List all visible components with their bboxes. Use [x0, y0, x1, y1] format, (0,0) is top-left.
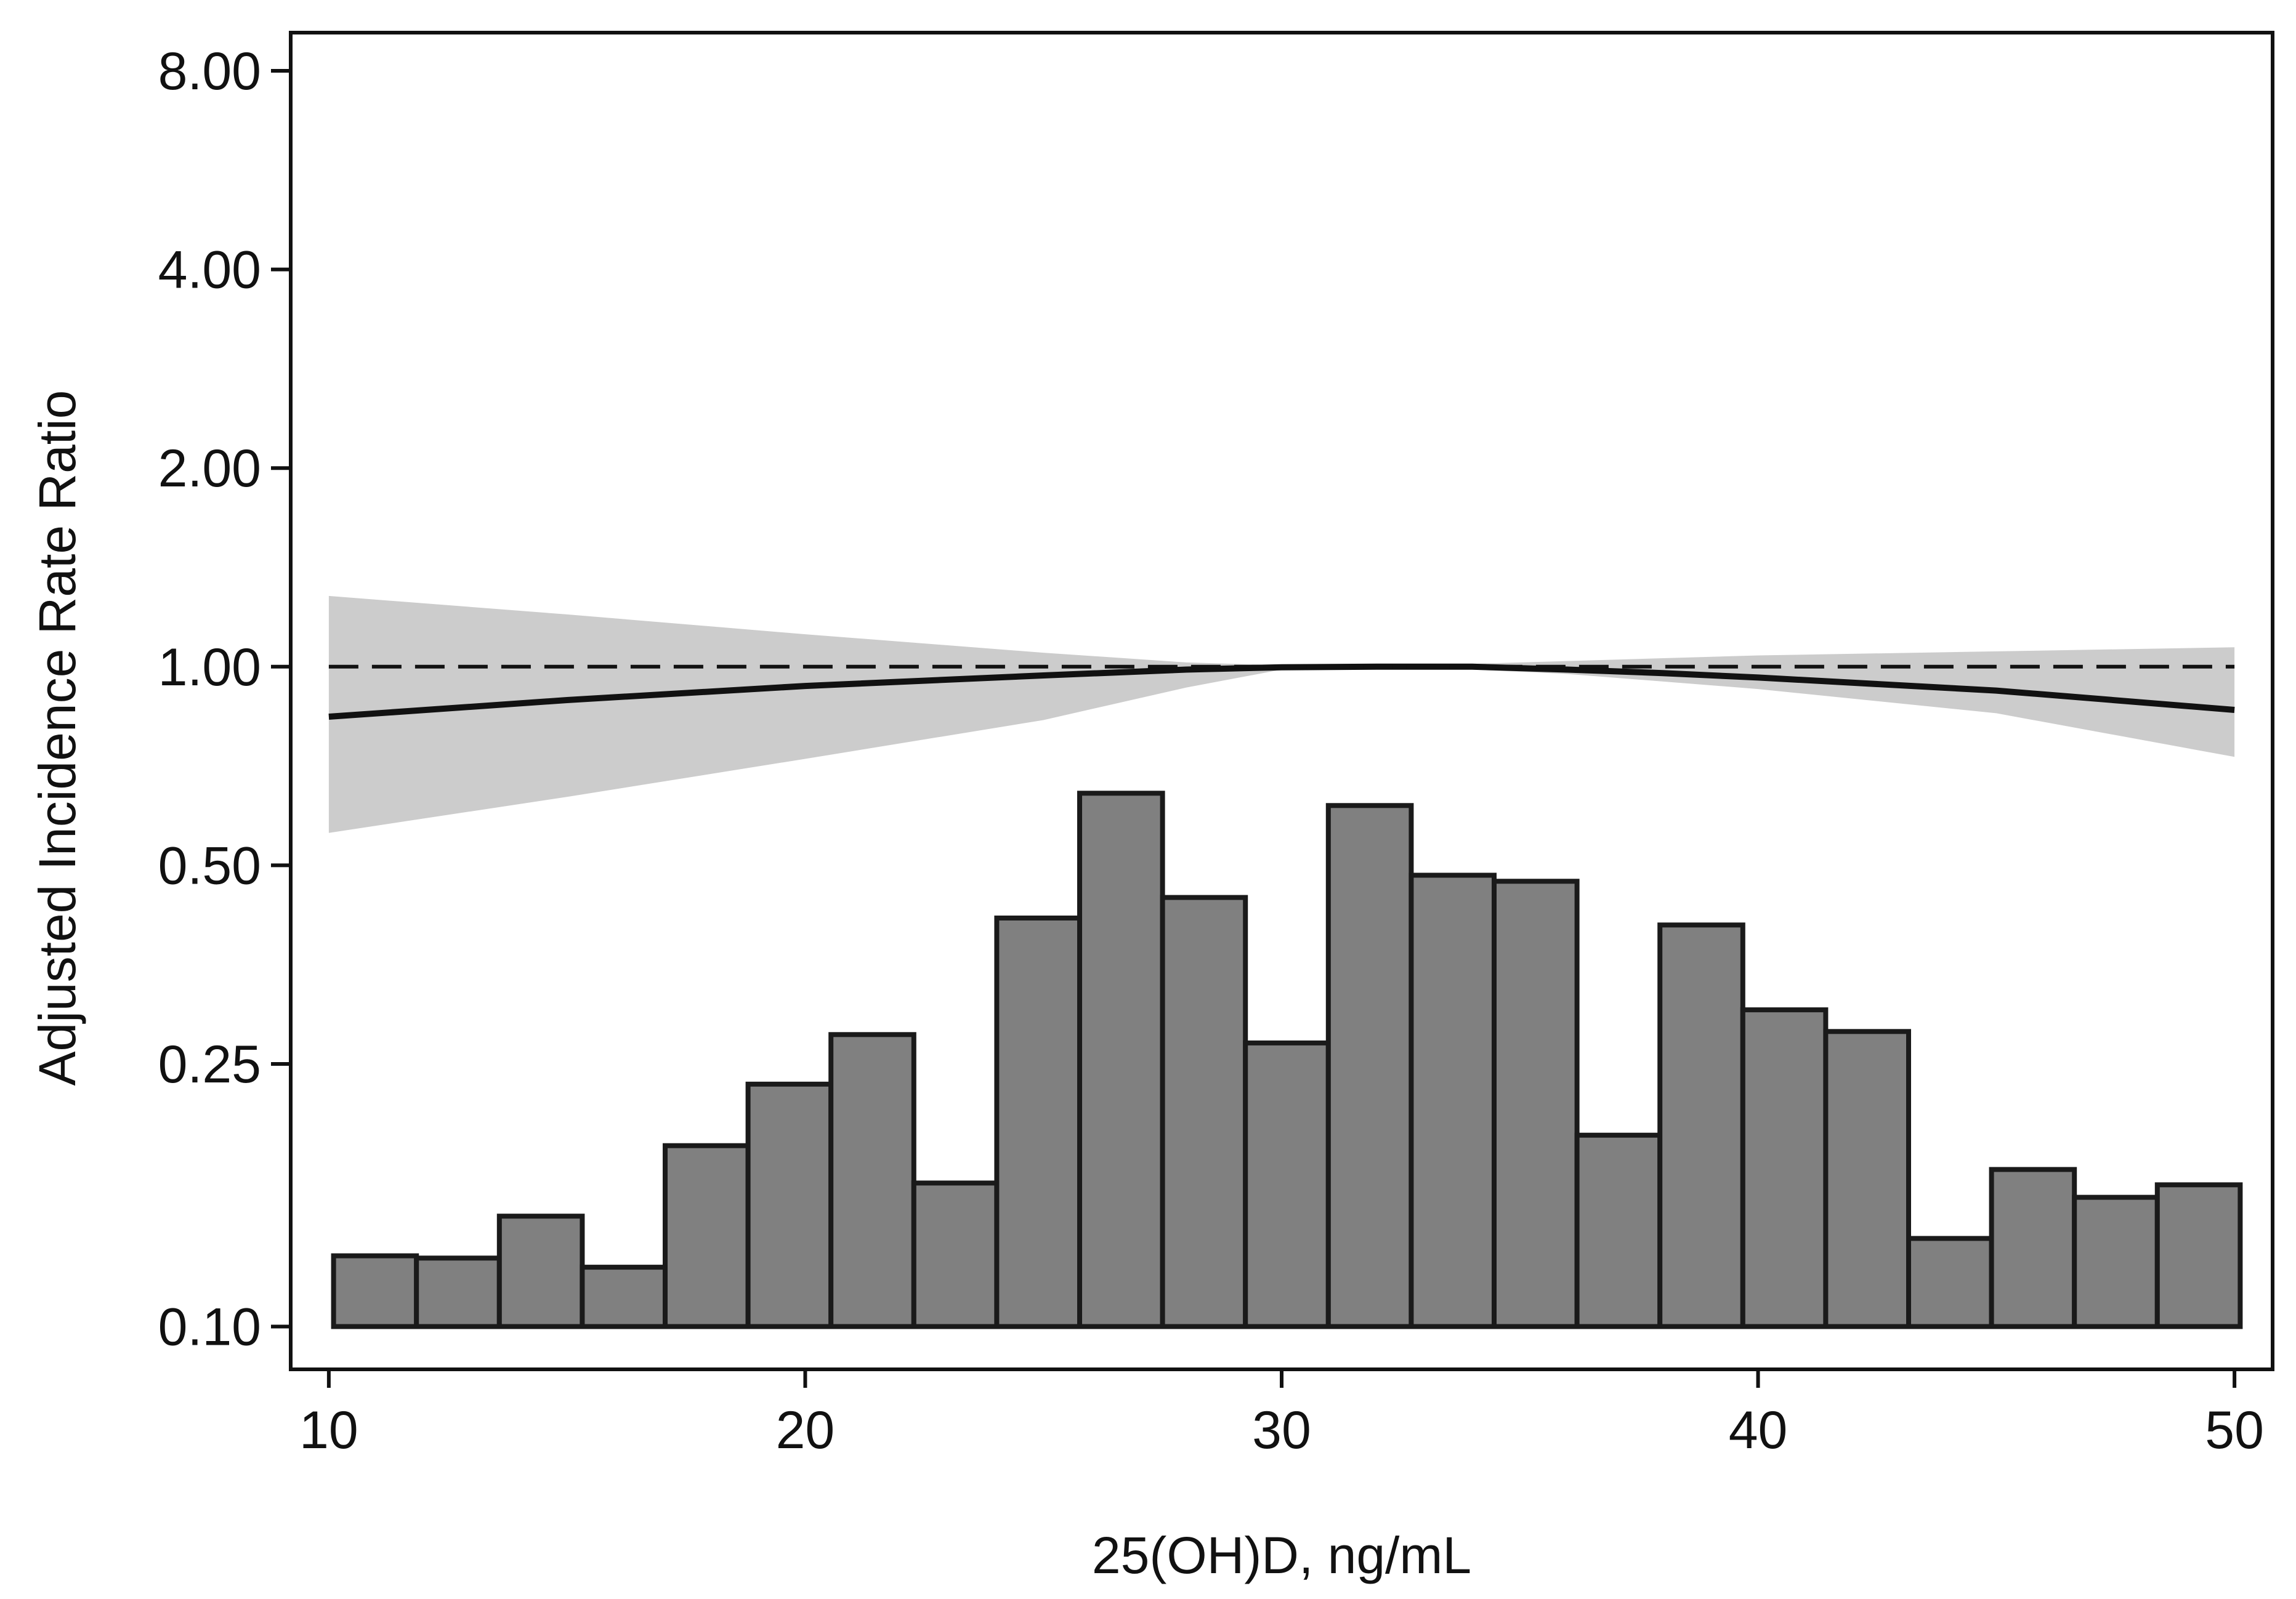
histogram-bar — [1243, 1040, 1331, 1329]
histogram-bar — [994, 916, 1083, 1329]
x-tick-label: 30 — [1252, 1401, 1311, 1460]
y-tick-label: 0.25 — [158, 1035, 261, 1094]
histogram-bar — [414, 1255, 502, 1329]
x-tick-label: 10 — [299, 1401, 358, 1460]
confidence-band — [328, 595, 2235, 833]
histogram-bar — [1740, 1007, 1829, 1329]
y-tick-label: 2.00 — [158, 439, 261, 498]
x-tick-label: 40 — [1729, 1401, 1788, 1460]
histogram-bar — [911, 1180, 1000, 1329]
histogram-bar — [1989, 1167, 2077, 1329]
histogram-bar — [1492, 879, 1580, 1329]
histogram-bar — [1906, 1236, 1994, 1329]
y-tick-label: 4.00 — [158, 241, 261, 300]
x-axis: 10 20 30 40 50 — [299, 1368, 2264, 1460]
y-tick-label: 1.00 — [158, 638, 261, 697]
histogram-bar — [1160, 895, 1248, 1329]
x-axis-title: 25(OH)D, ng/mL — [1092, 1526, 1471, 1584]
confidence-band-layer — [328, 595, 2235, 833]
histogram-bar — [2072, 1194, 2160, 1329]
histogram-bar — [828, 1032, 916, 1329]
histogram-bar — [2154, 1182, 2243, 1329]
y-axis: 0.10 0.25 0.50 1.00 2.00 4.00 8.00 — [158, 42, 291, 1357]
line-layer — [328, 663, 2235, 720]
histogram-bar — [496, 1214, 585, 1329]
x-tick-label: 20 — [776, 1401, 835, 1460]
y-tick-label: 8.00 — [158, 42, 261, 101]
histogram-layer — [331, 791, 2243, 1329]
x-tick-label: 50 — [2205, 1401, 2264, 1460]
histogram-bar — [1657, 922, 1745, 1329]
histogram-bar — [1409, 872, 1497, 1329]
histogram-bar — [1574, 1132, 1663, 1329]
histogram-bar — [1077, 791, 1165, 1329]
histogram-bar — [1325, 803, 1414, 1329]
y-tick-label: 0.10 — [158, 1298, 261, 1357]
y-axis-title: Adjusted Incidence Rate Ratio — [28, 390, 86, 1085]
histogram-bar — [663, 1143, 751, 1329]
y-tick-label: 0.50 — [158, 836, 261, 895]
histogram-bar — [745, 1081, 834, 1329]
histogram-bar — [331, 1253, 419, 1329]
histogram-bar — [580, 1265, 668, 1329]
histogram-bar — [1823, 1029, 1911, 1329]
